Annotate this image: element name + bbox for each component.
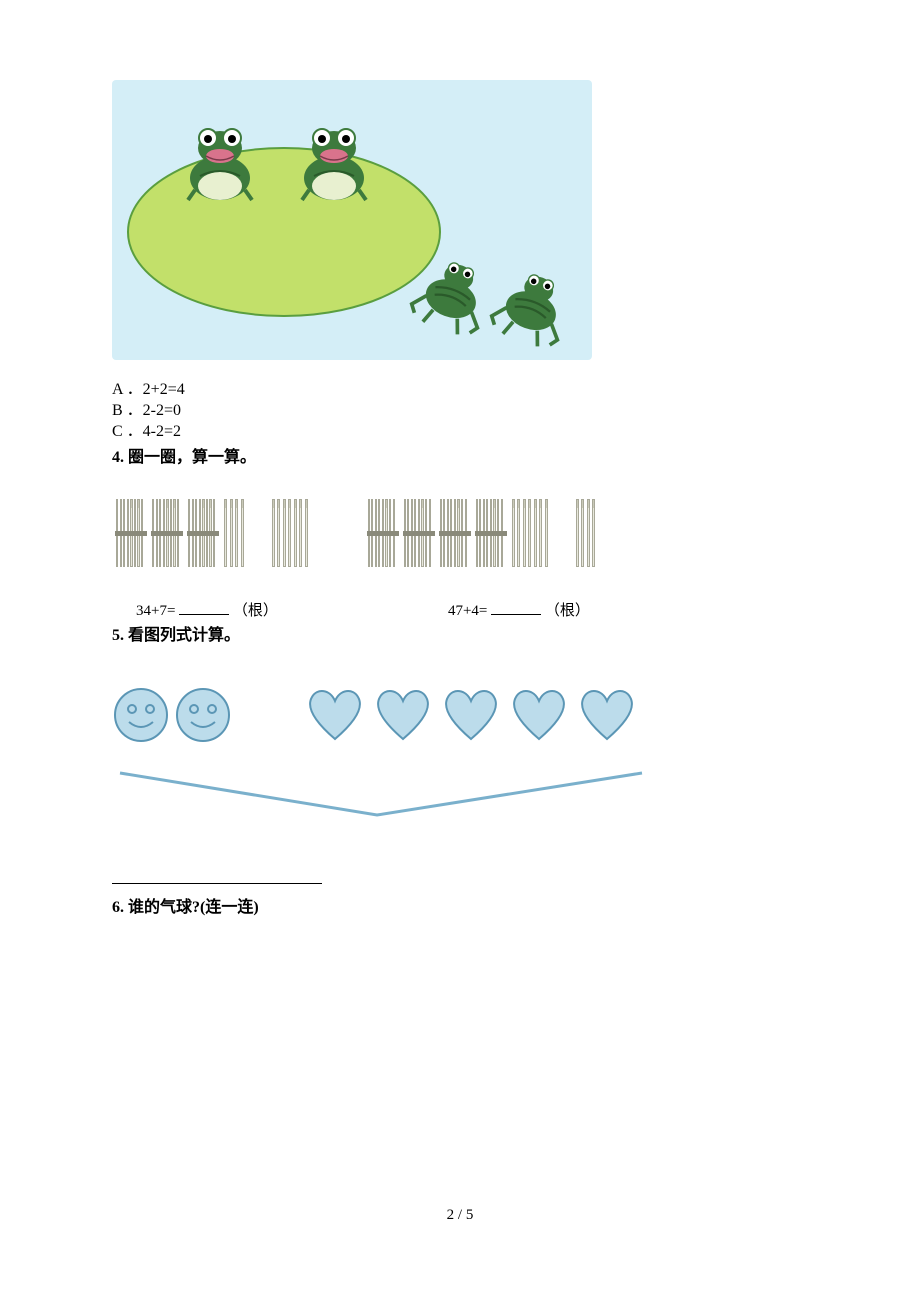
heart-icon: [370, 685, 436, 745]
equation-1: 34+7= （根）: [136, 599, 278, 620]
eq2-lhs: 47+4=: [448, 603, 487, 619]
eq2-unit: （根）: [545, 603, 590, 619]
shapes-row: [112, 685, 808, 745]
page-content: A ．2+2=4 B ．2-2=0 C ．4-2=2 4. 圈一圈，算一算。 3…: [0, 0, 920, 957]
stick-bundle: [188, 499, 218, 567]
option-a: A ．2+2=4: [112, 380, 808, 401]
heart-icon: [438, 685, 504, 745]
stick-bundle: [404, 499, 434, 567]
stick-bundle: [476, 499, 506, 567]
equation-2: 47+4= （根）: [448, 599, 590, 620]
stick-bundle: [440, 499, 470, 567]
q4-title: 4. 圈一圈，算一算。: [112, 443, 808, 467]
heart-icon: [302, 685, 368, 745]
page-number: 2 / 5: [0, 1207, 920, 1224]
equation-row: 34+7= （根） 47+4= （根）: [112, 599, 808, 620]
smiley-icon: [174, 686, 232, 744]
q6-title: 6. 谁的气球?(连一连): [112, 893, 808, 917]
sticks-illustration-row: [112, 495, 808, 571]
answer-blank-line: [112, 864, 808, 888]
bracket-arc: [112, 765, 652, 825]
smiley-icon: [112, 686, 170, 744]
sticks-right: [368, 499, 596, 567]
loose-sticks: [224, 499, 244, 567]
stick-bundle: [368, 499, 398, 567]
eq1-unit: （根）: [233, 603, 278, 619]
smileys-group: [112, 686, 232, 744]
stick-bundle: [152, 499, 182, 567]
eq2-blank: [491, 600, 541, 615]
eq1-lhs: 34+7=: [136, 603, 175, 619]
loose-sticks: [272, 499, 308, 567]
loose-sticks: [512, 499, 548, 567]
frog-illustration: [112, 80, 592, 360]
frog-on-pad-1: [170, 108, 270, 208]
frog-jumping-1: [408, 244, 500, 336]
option-c: C ．4-2=2: [112, 422, 808, 443]
q5-title: 5. 看图列式计算。: [112, 621, 808, 645]
sticks-left: [116, 499, 308, 567]
option-b: B ．2-2=0: [112, 401, 808, 422]
heart-icon: [506, 685, 572, 745]
hearts-group: [302, 685, 640, 745]
eq1-blank: [179, 600, 229, 615]
stick-bundle: [116, 499, 146, 567]
heart-icon: [574, 685, 640, 745]
frog-on-pad-2: [284, 108, 384, 208]
frog-jumping-2: [488, 256, 580, 348]
loose-sticks: [576, 499, 596, 567]
answer-options: A ．2+2=4 B ．2-2=0 C ．4-2=2: [112, 380, 808, 442]
